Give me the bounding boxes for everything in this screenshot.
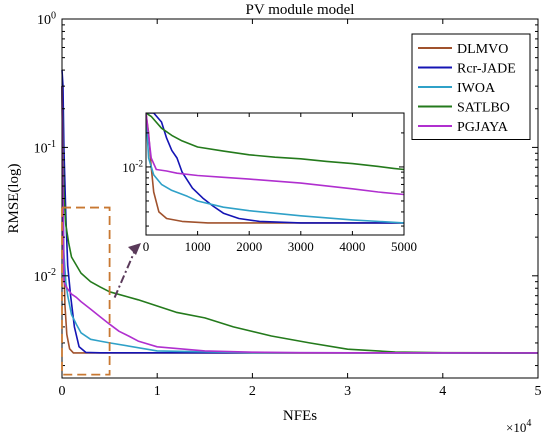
chart-title: PV module model bbox=[246, 2, 355, 18]
zoom-arrow-line bbox=[113, 247, 137, 298]
x-multiplier-exp: 4 bbox=[526, 418, 531, 429]
x-tick-label: 2 bbox=[249, 384, 256, 399]
legend-label: PGJAYA bbox=[457, 120, 509, 135]
series-line-satlbo bbox=[61, 86, 539, 354]
inset-series-line-rcr-jade bbox=[146, 113, 404, 224]
x-tick-label: 4 bbox=[439, 384, 446, 399]
x-multiplier-base: ×10 bbox=[506, 420, 526, 435]
y-tick-label: 10-1 bbox=[34, 139, 56, 157]
inset-x-tick-label: 2000 bbox=[236, 239, 262, 254]
inset-x-tick-label: 1000 bbox=[185, 239, 211, 254]
y-tick-label-base: 10 bbox=[34, 141, 48, 156]
inset-plot: 0 1000 2000 3000 4000 5000 10-2 bbox=[122, 112, 417, 254]
x-multiplier: ×104 bbox=[506, 418, 531, 435]
y-tick-label-base: 10 bbox=[34, 270, 48, 285]
zoom-region-box bbox=[61, 206, 111, 376]
y-tick-label: 100 bbox=[37, 10, 56, 28]
inset-x-tick-label: 4000 bbox=[339, 239, 365, 254]
y-tick-label-base: 10 bbox=[37, 13, 51, 28]
zoom-annotation bbox=[61, 206, 141, 376]
x-tick-label: 3 bbox=[344, 384, 351, 399]
inset-x-tick-label: 3000 bbox=[288, 239, 314, 254]
y-axis-label: RMSE(log) bbox=[6, 163, 22, 233]
inset-x-tick-label: 5000 bbox=[391, 239, 417, 254]
y-tick-label: 10-2 bbox=[34, 267, 56, 285]
x-tick-label: 5 bbox=[535, 384, 542, 399]
legend-label: DLMVO bbox=[457, 42, 508, 57]
y-tick-label-exp: -2 bbox=[48, 267, 56, 278]
legend-label: SATLBO bbox=[457, 101, 510, 116]
series-line-pgjaya bbox=[61, 86, 539, 354]
y-tick-label-exp: 0 bbox=[51, 10, 56, 21]
series-line-rcr-jade bbox=[61, 70, 539, 354]
zoom-arrow-head bbox=[128, 243, 141, 255]
x-tick-label: 1 bbox=[154, 384, 161, 399]
inset-y-tick-label: 10-2 bbox=[122, 160, 143, 175]
x-axis-label: NFEs bbox=[283, 408, 317, 424]
inset-x-tick-label: 0 bbox=[143, 239, 150, 254]
inset-series-line-satlbo bbox=[146, 113, 404, 171]
inset-y-tick-label-base: 10 bbox=[122, 160, 135, 175]
legend-label: Rcr-JADE bbox=[457, 62, 516, 77]
legend-label: IWOA bbox=[457, 81, 496, 96]
inset-y-tick-label-exp: -2 bbox=[135, 160, 143, 170]
x-tick-label: 0 bbox=[59, 384, 66, 399]
inset-series-line-iwoa bbox=[146, 113, 404, 224]
legend: DLMVO Rcr-JADE IWOA SATLBO PGJAYA bbox=[411, 33, 531, 140]
inset-series-group bbox=[146, 113, 404, 224]
y-tick-label-exp: -1 bbox=[48, 139, 56, 150]
inset-series-line-pgjaya bbox=[146, 113, 404, 196]
inset-frame bbox=[145, 112, 405, 236]
